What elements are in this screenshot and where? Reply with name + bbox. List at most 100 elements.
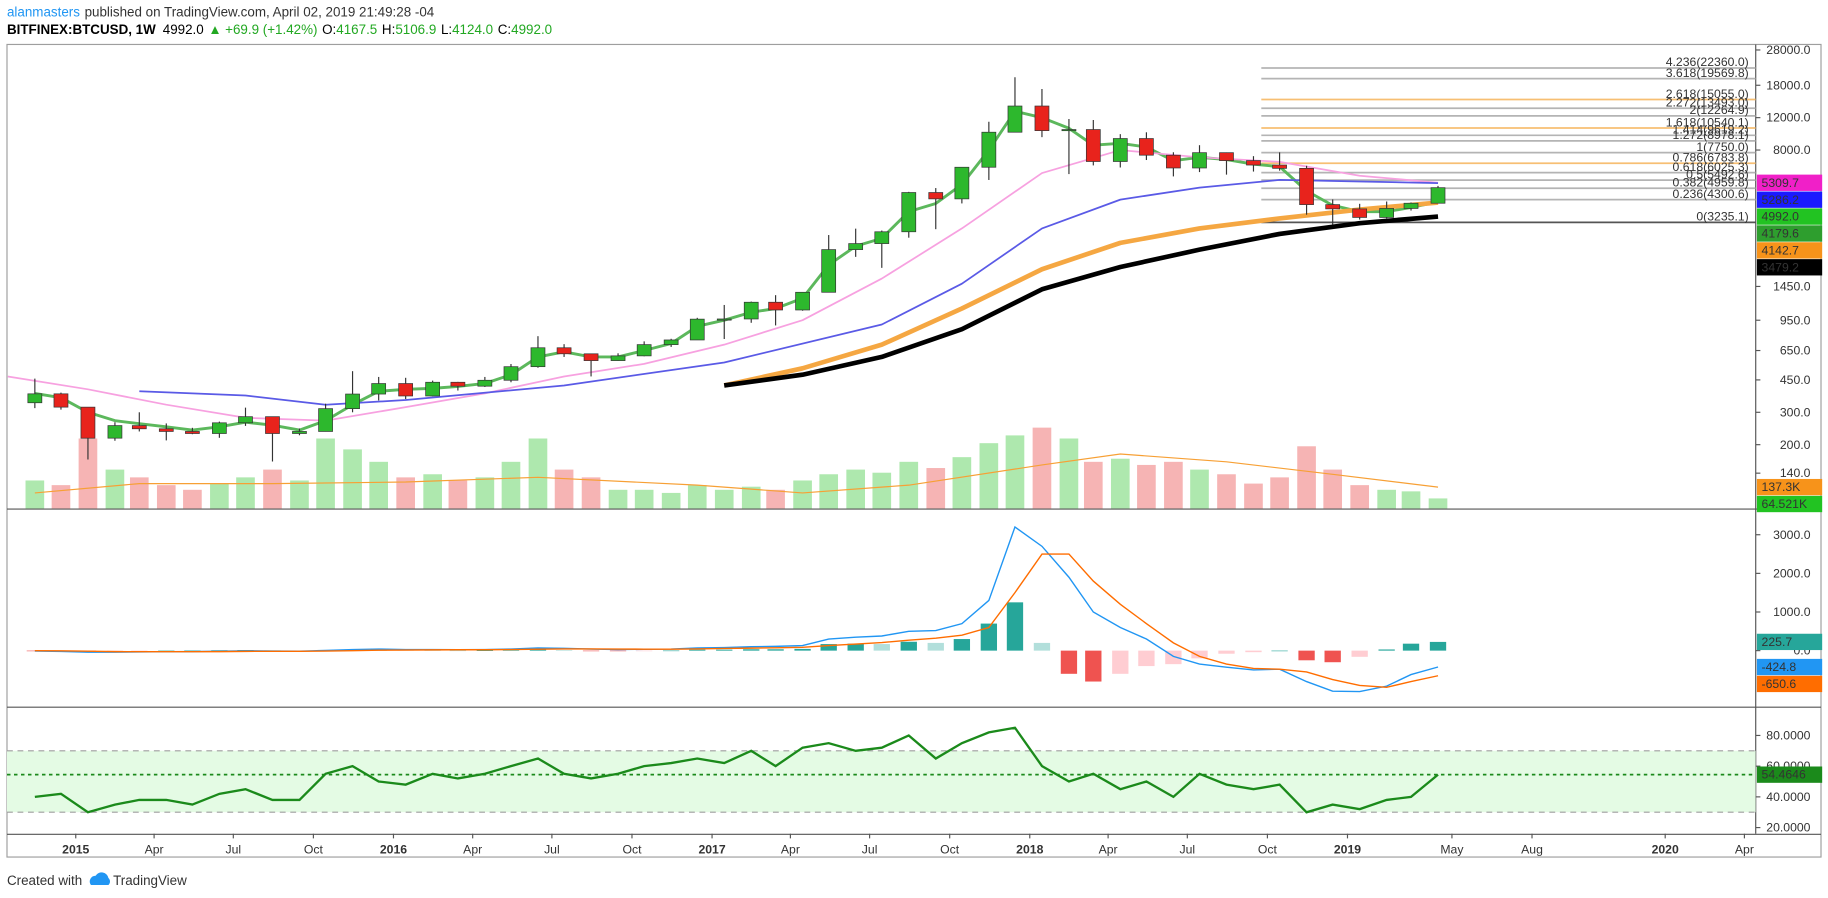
author[interactable]: alanmasters [7,4,80,19]
high: 5106.9 [395,22,436,37]
volume-bar [687,485,707,509]
volume-bar [741,486,761,509]
volume-bar [1005,435,1025,509]
volume-bar [396,477,415,509]
candle-body [583,353,599,361]
candle-body [503,366,519,381]
y-tick-label: 650.0 [1780,344,1811,358]
volume-bar [156,485,176,509]
candle-body [530,347,546,368]
x-tick-label: Apr [1099,843,1118,857]
y-tick-label: 140.0 [1780,466,1811,480]
x-tick-label: 2019 [1334,843,1361,857]
y-tick-label: 80.0000 [1766,729,1810,743]
volume-bar [1137,464,1156,509]
candle-body [821,249,837,293]
moving-average [723,200,1439,388]
y-tick-label: 950.0 [1780,313,1811,327]
y-tick-label: 12000.0 [1766,111,1810,125]
y-tick-label: 450.0 [1780,373,1811,387]
candle-body [27,393,43,404]
histogram-bar [1351,650,1368,657]
y-tick-label: 3000.0 [1773,528,1811,542]
volume-bar [263,469,282,509]
candle-body [556,347,572,355]
price-label-bg [1756,658,1823,676]
histogram-bar [767,649,784,651]
price-label: 5286.2 [1762,193,1800,207]
x-tick-label: 2018 [1016,843,1043,857]
volume-bar [423,474,442,509]
price-label: 3479.2 [1762,260,1800,274]
fib-label: 0.786(6783.8) [1673,150,1749,164]
histogram-bar [1324,650,1341,663]
candle-body [425,381,440,397]
volume-bar [1401,491,1421,509]
histogram-bar [873,644,890,651]
histogram-bar [1271,650,1288,652]
histogram-bar [1245,650,1262,653]
price-label-bg [1756,191,1823,208]
price-label: 64.521K [1762,497,1808,511]
logo-icon [89,872,110,886]
price-label: 5309.7 [1762,176,1800,190]
histogram-bar [1060,650,1078,674]
histogram-bar [1402,643,1420,651]
histogram-bar [1138,650,1155,667]
volume-bar [183,489,202,509]
x-tick-label: 2016 [380,843,407,857]
price-label-bg [1756,259,1823,276]
volume-bar [343,449,362,509]
volume-bar [1270,477,1289,509]
candle-body [768,301,783,311]
histogram-bar [1033,642,1051,651]
x-tick-label: Aug [1521,843,1543,857]
chart-frame [6,43,1822,858]
candle-body [185,431,200,434]
candle-body [107,425,123,439]
volume-bar [51,485,71,509]
price-label: -424.8 [1762,660,1797,674]
histogram-bar [184,650,201,652]
price-label-bg [1756,766,1823,783]
volume-bar [554,469,574,509]
volume-bar [1217,474,1236,509]
volume-bar [793,480,812,509]
candle-body [292,431,307,434]
x-tick-label: Apr [1735,843,1754,857]
volume-bar [1323,469,1343,509]
candle-body [212,422,227,434]
fib-label: 0.382(4959.8) [1673,175,1749,189]
price-label: -650.6 [1762,677,1797,691]
volume-bar [1059,438,1079,509]
candle-body [1085,129,1101,162]
price-label-bg [1756,242,1823,259]
y-tick-label: 1000.0 [1773,605,1811,619]
y-tick-label: 1450.0 [1773,280,1811,294]
candle-body [1325,204,1341,210]
candle-body [928,192,944,200]
volume-bar [1110,458,1130,509]
histogram-bar [1085,650,1102,682]
volume-bar [634,489,654,509]
footer-logo [89,872,110,886]
low-label: L: [441,22,452,37]
volume-bar [1083,461,1103,509]
histogram-bar [131,650,148,652]
y-tick-label: 20.0000 [1766,821,1810,835]
candle-body [1379,208,1394,218]
x-tick-label: Oct [304,843,324,857]
change-arrow: ▲ [208,22,221,37]
histogram-bar [1112,650,1129,674]
header-line-2: BITFINEX:BTCUSD, 1W 4992.0 ▲ +69.9 (+1.42%)… [7,22,552,37]
footer-brand[interactable]: TradingView [113,873,187,888]
histogram-bar [1191,650,1208,659]
candle-body [238,416,253,424]
candle-body [1403,202,1419,209]
candle-body [1219,152,1234,161]
x-tick-label: Oct [622,843,642,857]
last-price: 4992.0 [163,22,204,37]
volume-bar [1244,483,1263,509]
fib-label: 1.272(8978.1) [1673,128,1749,142]
fib-label: 1(7750.0) [1696,140,1748,154]
